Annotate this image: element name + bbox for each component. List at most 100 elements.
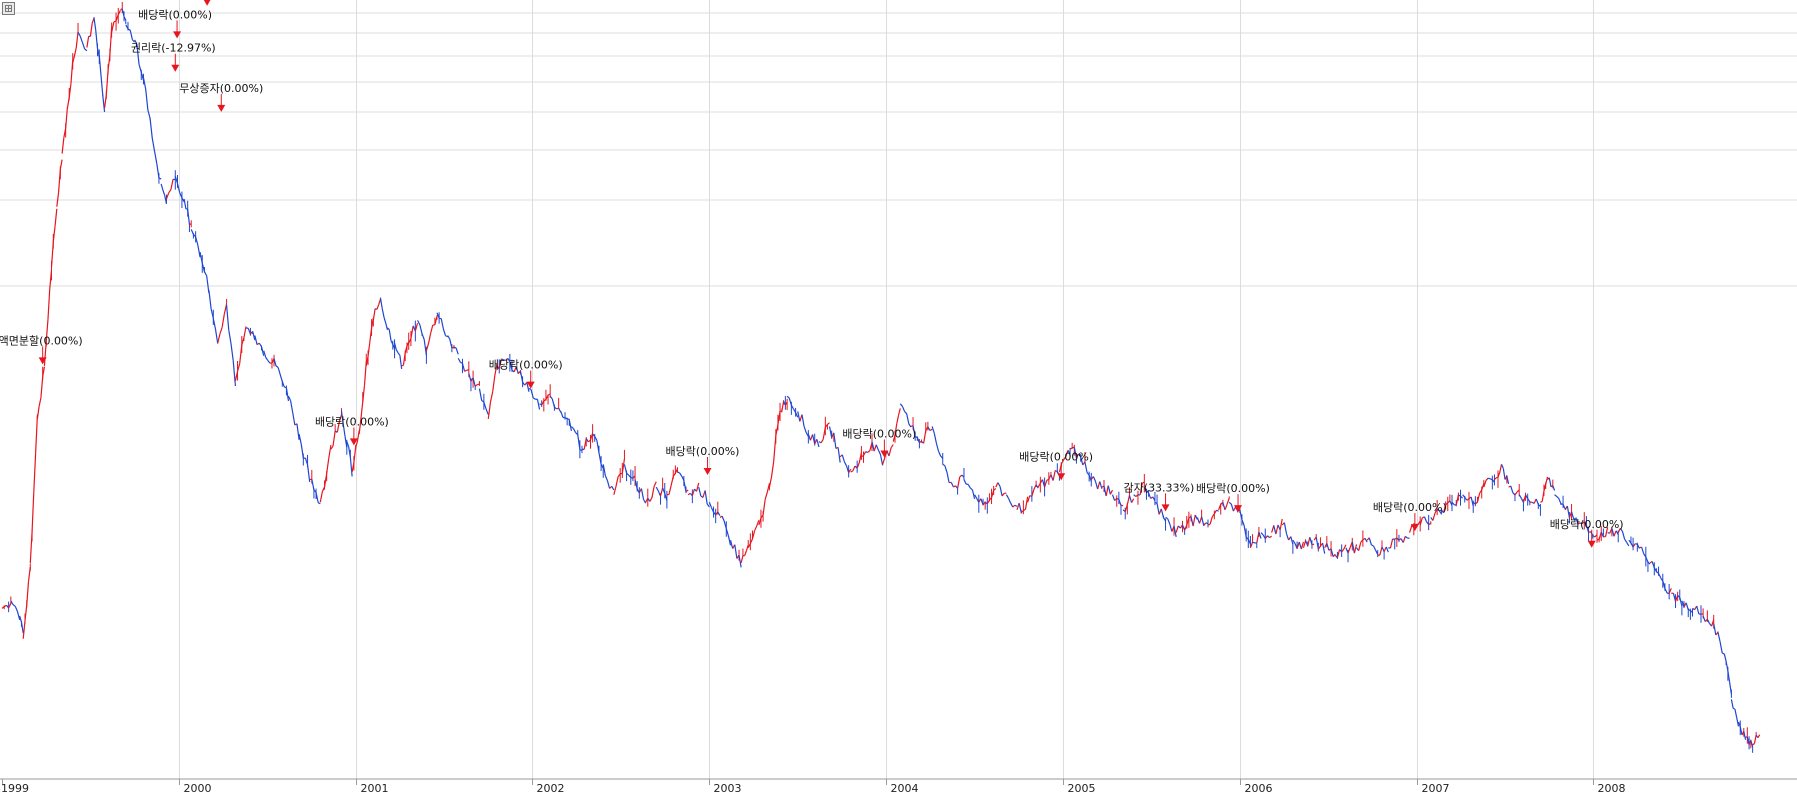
price-segment xyxy=(264,351,266,358)
price-segment xyxy=(661,488,663,496)
price-segment xyxy=(293,413,295,425)
price-segment xyxy=(268,360,270,363)
price-segment xyxy=(152,138,154,151)
price-segment xyxy=(493,375,495,392)
price-segment xyxy=(1386,547,1388,552)
price-segment xyxy=(1557,496,1559,498)
price-segment xyxy=(327,458,329,473)
price-segment xyxy=(943,464,945,465)
price-segment xyxy=(76,32,78,48)
price-segment xyxy=(94,17,96,30)
price-segment xyxy=(233,361,235,386)
price-segment xyxy=(1132,499,1134,503)
price-segment xyxy=(255,336,257,345)
price-segment xyxy=(62,137,64,153)
price-segment xyxy=(947,472,949,482)
price-segment xyxy=(853,466,855,471)
price-segment xyxy=(1112,495,1114,501)
price-segment xyxy=(529,389,531,390)
price-segment xyxy=(148,110,150,118)
price-segment xyxy=(745,551,747,556)
price-segment xyxy=(757,520,759,526)
price-segment xyxy=(972,490,974,499)
price-segment xyxy=(1267,536,1269,538)
price-segment xyxy=(66,107,68,128)
price-segment xyxy=(1204,523,1206,526)
event-arrow-icon xyxy=(203,0,211,6)
price-segment xyxy=(1735,709,1737,717)
price-segment xyxy=(244,327,246,338)
price-segment xyxy=(699,487,701,496)
price-segment xyxy=(1053,471,1055,481)
price-segment xyxy=(1013,505,1015,507)
price-segment xyxy=(1170,524,1172,532)
price-segment xyxy=(1015,505,1017,506)
price-segment xyxy=(1276,525,1278,534)
chart-grid-menu-icon[interactable] xyxy=(2,2,15,15)
price-segment xyxy=(389,329,391,340)
price-segment xyxy=(838,447,840,462)
price-segment xyxy=(1354,544,1356,553)
price-segment xyxy=(188,209,190,224)
price-segment xyxy=(1359,542,1361,550)
price-segment xyxy=(377,305,379,310)
price-segment xyxy=(798,411,800,421)
price-segment xyxy=(454,347,456,348)
price-segment xyxy=(688,493,690,494)
price-segment xyxy=(37,406,39,419)
x-tick-label: 1999 xyxy=(1,782,29,795)
price-segment xyxy=(1549,478,1551,487)
price-segment xyxy=(308,465,310,482)
price-segment xyxy=(171,179,173,189)
price-segment xyxy=(899,408,901,415)
price-segment xyxy=(1410,526,1412,532)
price-segment xyxy=(936,443,938,451)
price-segment xyxy=(266,357,268,360)
price-segment xyxy=(1085,462,1087,472)
price-segment xyxy=(396,350,398,353)
price-segment xyxy=(900,404,902,407)
price-segment xyxy=(1333,554,1335,557)
price-segment xyxy=(1195,515,1197,520)
event-arrow-icon xyxy=(1162,504,1170,511)
price-segment xyxy=(616,477,618,487)
price-segment xyxy=(431,325,433,333)
price-segment xyxy=(350,457,352,476)
price-segment xyxy=(1733,708,1735,709)
price-segment xyxy=(1369,538,1371,545)
price-segment xyxy=(34,454,36,492)
price-segment xyxy=(384,317,386,323)
price-segment xyxy=(1193,515,1195,526)
event-label: 배당락(0.00%) xyxy=(489,359,563,372)
price-segment xyxy=(1009,498,1011,503)
price-segment xyxy=(769,477,771,487)
price-segment xyxy=(537,399,539,409)
price-segment xyxy=(1176,526,1178,533)
price-segment xyxy=(218,334,220,343)
price-segment xyxy=(155,151,157,163)
price-segment xyxy=(1002,493,1004,496)
price-segment xyxy=(1405,536,1407,538)
price-segment xyxy=(953,486,955,487)
price-segment xyxy=(1025,497,1027,510)
price-segment xyxy=(1134,495,1136,497)
price-segment xyxy=(641,488,643,499)
price-segment xyxy=(1253,542,1255,543)
price-segment xyxy=(1380,547,1382,555)
x-tick-label: 2003 xyxy=(714,782,742,795)
price-segment xyxy=(1100,481,1102,488)
price-segment xyxy=(1210,517,1212,524)
price-segment xyxy=(907,414,909,424)
price-segment xyxy=(787,396,789,398)
price-segment xyxy=(198,245,200,257)
price-segment xyxy=(1754,735,1756,743)
price-segment xyxy=(1703,616,1705,622)
price-segment xyxy=(821,439,823,443)
price-segment xyxy=(443,329,445,336)
price-segment xyxy=(739,555,741,567)
price-segment xyxy=(48,289,50,319)
price-segment xyxy=(1403,536,1405,542)
price-segment xyxy=(741,556,743,563)
price-segment xyxy=(1227,498,1229,504)
